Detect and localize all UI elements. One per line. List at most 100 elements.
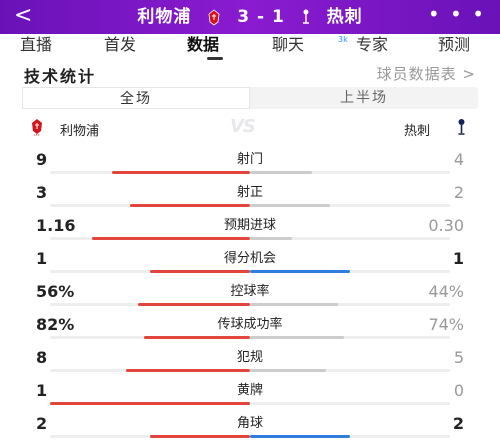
header-score: 3 - 1 bbox=[237, 7, 285, 27]
home-bar bbox=[50, 402, 250, 405]
away-bar bbox=[250, 435, 350, 438]
home-value: 9 bbox=[36, 150, 48, 169]
away-bar bbox=[250, 204, 330, 207]
away-bar-track bbox=[250, 336, 450, 339]
stat-label: 预期进球 bbox=[223, 218, 276, 233]
stat-row: 2 角球 2 bbox=[0, 414, 500, 447]
period-full-match[interactable]: 全场 bbox=[22, 87, 250, 109]
home-bar-track bbox=[50, 237, 250, 240]
home-bar bbox=[112, 171, 250, 174]
stat-label: 射门 bbox=[236, 152, 263, 167]
home-bar-track bbox=[50, 336, 250, 339]
home-bar bbox=[130, 204, 250, 207]
away-bar-track bbox=[250, 237, 450, 240]
away-bar bbox=[250, 303, 338, 306]
away-bar-track bbox=[250, 369, 450, 372]
stat-label: 控球率 bbox=[230, 284, 270, 299]
away-value: 44% bbox=[428, 282, 464, 301]
period-selector: 全场 上半场 bbox=[22, 87, 478, 109]
stat-row: 9 射门 4 bbox=[0, 150, 500, 183]
stat-row: 1 黄牌 0 bbox=[0, 381, 500, 414]
home-bar-track bbox=[50, 204, 250, 207]
more-icon[interactable]: • • • bbox=[427, 2, 486, 26]
away-bar-track bbox=[250, 303, 450, 306]
home-value: 82% bbox=[36, 315, 75, 334]
active-tab-indicator bbox=[207, 57, 223, 60]
away-value: 0.30 bbox=[428, 216, 464, 235]
tab-expert[interactable]: 专家 bbox=[356, 35, 389, 54]
home-value: 2 bbox=[36, 414, 48, 433]
home-bar-track bbox=[50, 270, 250, 273]
away-bar-track bbox=[250, 270, 450, 273]
stat-label: 传球成功率 bbox=[217, 317, 283, 332]
away-value: 2 bbox=[452, 414, 464, 433]
tab-lineup[interactable]: 首发 bbox=[104, 35, 137, 54]
stat-row: 3 射正 2 bbox=[0, 183, 500, 216]
stat-label: 射正 bbox=[236, 185, 263, 200]
home-bar bbox=[150, 435, 250, 438]
home-value: 3 bbox=[36, 183, 48, 202]
away-team-name: 热刺 bbox=[404, 124, 431, 139]
home-bar-track bbox=[50, 303, 250, 306]
tottenham-crest-icon bbox=[302, 9, 309, 24]
tab-live[interactable]: 直播 bbox=[20, 35, 53, 54]
stat-label: 角球 bbox=[236, 416, 263, 431]
away-value: 74% bbox=[428, 315, 464, 334]
home-bar bbox=[144, 336, 250, 339]
tab-predict[interactable]: 预测 bbox=[438, 35, 471, 54]
away-value: 5 bbox=[453, 348, 464, 367]
period-first-half[interactable]: 上半场 bbox=[340, 90, 388, 106]
liverpool-crest-icon bbox=[208, 9, 220, 26]
home-value: 56% bbox=[36, 282, 75, 301]
tottenham-crest-icon bbox=[458, 119, 465, 135]
section-title: 技术统计 bbox=[24, 67, 97, 86]
away-bar bbox=[250, 336, 344, 339]
home-bar-track bbox=[50, 402, 250, 405]
home-value: 8 bbox=[36, 348, 48, 367]
away-bar bbox=[250, 237, 292, 240]
tab-bar: 直播 首发 数据 聊天 专家 预测 bbox=[0, 34, 500, 60]
home-bar bbox=[126, 369, 250, 372]
svg-text:LFC: LFC bbox=[34, 133, 40, 136]
away-bar bbox=[250, 369, 326, 372]
header-home-team: 利物浦 bbox=[137, 7, 192, 27]
home-value: 1.16 bbox=[36, 216, 76, 235]
away-bar-track bbox=[250, 402, 450, 405]
tab-chat[interactable]: 聊天 bbox=[272, 35, 305, 54]
home-value: 1 bbox=[36, 381, 48, 400]
away-bar bbox=[250, 270, 350, 273]
home-bar bbox=[92, 237, 250, 240]
home-team-name: 利物浦 bbox=[60, 124, 100, 139]
away-bar-track bbox=[250, 435, 450, 438]
away-bar-track bbox=[250, 204, 450, 207]
away-bar-track bbox=[250, 171, 450, 174]
stat-row: 1.16 预期进球 0.30 bbox=[0, 216, 500, 249]
home-bar-track bbox=[50, 171, 250, 174]
stat-row: 56% 控球率 44% bbox=[0, 282, 500, 315]
stat-label: 得分机会 bbox=[223, 251, 276, 266]
away-value: 2 bbox=[453, 183, 464, 202]
home-value: 1 bbox=[36, 249, 48, 268]
match-score: 利物浦 3 - 1 热刺 bbox=[0, 6, 500, 28]
home-bar-track bbox=[50, 369, 250, 372]
home-bar-track bbox=[50, 435, 250, 438]
away-bar bbox=[250, 171, 312, 174]
stat-row: 8 犯规 5 bbox=[0, 348, 500, 381]
stat-row: 1 得分机会 1 bbox=[0, 249, 500, 282]
away-value: 1 bbox=[452, 249, 464, 268]
tab-stats[interactable]: 数据 bbox=[187, 35, 220, 54]
away-value: 0 bbox=[453, 381, 464, 400]
header-away-team: 热刺 bbox=[326, 7, 363, 27]
home-bar bbox=[150, 270, 250, 273]
vs-watermark: VS bbox=[230, 116, 256, 137]
match-header: < 利物浦 3 - 1 热刺 • • • bbox=[0, 0, 500, 34]
home-bar bbox=[138, 303, 250, 306]
liverpool-crest-icon: LFC bbox=[32, 119, 42, 136]
away-value: 4 bbox=[453, 150, 464, 169]
stat-row: 82% 传球成功率 74% bbox=[0, 315, 500, 348]
player-stats-link[interactable]: 球员数据表 > bbox=[376, 65, 476, 83]
stat-label: 犯规 bbox=[236, 350, 263, 365]
teams-row: LFC 利物浦 VS 热刺 bbox=[0, 116, 500, 140]
stat-label: 黄牌 bbox=[236, 383, 263, 398]
back-button[interactable]: < bbox=[14, 3, 33, 28]
